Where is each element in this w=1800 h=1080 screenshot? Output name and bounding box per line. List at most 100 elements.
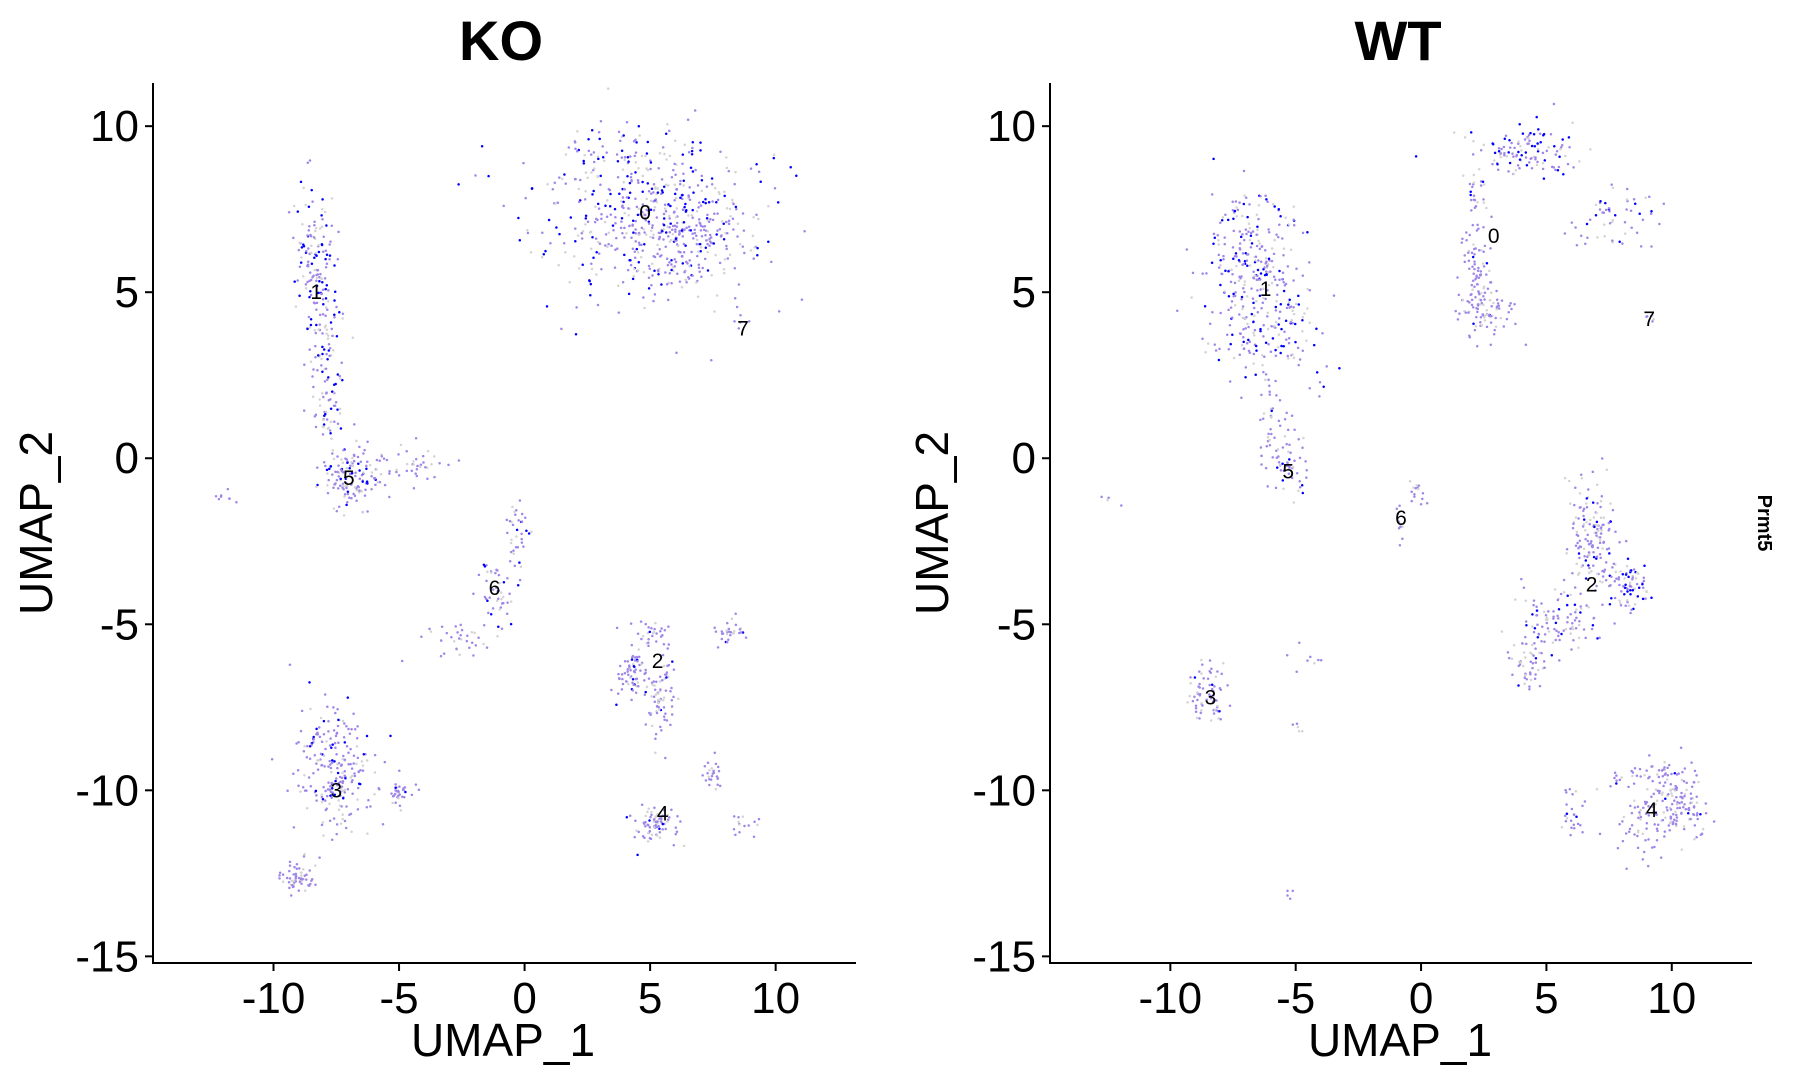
- cell-point: [1525, 677, 1528, 681]
- cell-point: [1503, 137, 1507, 140]
- cell-point: [708, 769, 711, 772]
- cell-point: [1608, 221, 1612, 225]
- cell-point: [1639, 808, 1642, 812]
- cell-point: [1511, 673, 1514, 676]
- cell-point: [1655, 813, 1658, 816]
- cell-point: [1208, 322, 1212, 326]
- cell-point: [1583, 554, 1586, 558]
- cell-point: [634, 232, 637, 235]
- cell-point: [1552, 102, 1556, 106]
- cell-point: [1571, 622, 1574, 625]
- cell-point: [323, 693, 327, 696]
- cell-point: [313, 220, 316, 224]
- cell-point: [315, 485, 318, 489]
- cell-point: [348, 813, 351, 816]
- cell-point: [373, 792, 376, 796]
- cell-point: [628, 191, 632, 194]
- cell-point: [1628, 584, 1632, 587]
- cell-point: [1649, 212, 1653, 215]
- cell-point: [454, 625, 457, 628]
- cell-point: [681, 153, 685, 156]
- cell-point: [1220, 272, 1223, 275]
- cell-point: [1474, 277, 1477, 281]
- cell-point: [1270, 409, 1273, 413]
- cell-point: [1641, 582, 1644, 586]
- cell-point: [1259, 329, 1262, 333]
- cell-point: [1586, 555, 1589, 559]
- cell-point: [391, 801, 394, 805]
- cell-point: [573, 255, 576, 258]
- cell-point: [708, 783, 711, 787]
- cell-point: [376, 481, 379, 484]
- cell-point: [1569, 613, 1572, 616]
- cell-point: [1201, 687, 1205, 690]
- cell-point: [1680, 795, 1683, 799]
- cell-point: [1633, 767, 1637, 770]
- cell-point: [1306, 659, 1309, 662]
- cell-point: [299, 261, 303, 264]
- cell-point: [1200, 658, 1203, 662]
- cell-point: [667, 625, 670, 628]
- cell-point: [366, 460, 369, 463]
- cell-point: [1243, 280, 1247, 283]
- cell-point: [1547, 145, 1550, 149]
- cell-point: [306, 264, 310, 268]
- cell-point: [1494, 325, 1498, 328]
- cell-point: [365, 806, 369, 809]
- cell-point: [401, 795, 404, 799]
- cell-point: [639, 669, 642, 672]
- cell-point: [1237, 279, 1241, 282]
- cell-point: [716, 198, 720, 202]
- cell-point: [687, 194, 690, 197]
- cell-point: [1256, 274, 1259, 277]
- cell-point: [1507, 170, 1510, 173]
- cell-point: [1675, 773, 1679, 776]
- cell-point: [1319, 658, 1323, 662]
- cell-point: [1485, 206, 1488, 210]
- cell-point: [1670, 772, 1673, 776]
- cell-point: [342, 754, 345, 758]
- cell-point: [1223, 236, 1226, 239]
- cell-point: [645, 197, 648, 201]
- cell-point: [332, 729, 336, 732]
- cell-point: [610, 244, 613, 248]
- cell-point: [520, 520, 524, 523]
- cell-point: [1574, 626, 1578, 630]
- cell-point: [313, 753, 317, 757]
- cell-point: [596, 155, 600, 158]
- cell-point: [303, 774, 306, 777]
- cell-point: [404, 790, 407, 794]
- cell-point: [1669, 783, 1673, 786]
- cell-point: [662, 227, 665, 231]
- cell-point: [508, 592, 511, 596]
- cell-point: [1467, 251, 1470, 255]
- cell-point: [1275, 394, 1278, 397]
- cell-point: [1573, 586, 1577, 589]
- cell-point: [1261, 353, 1264, 357]
- cell-point: [345, 466, 349, 470]
- cell-point: [321, 217, 324, 221]
- cell-point: [646, 840, 650, 843]
- cell-point: [619, 139, 622, 143]
- cell-point: [1572, 638, 1575, 642]
- cell-point: [366, 510, 369, 513]
- cell-point: [340, 776, 344, 780]
- cell-point: [1695, 801, 1699, 804]
- cell-point: [1291, 309, 1294, 312]
- cell-point: [321, 280, 324, 284]
- cell-point: [428, 627, 431, 631]
- cell-point: [661, 653, 665, 657]
- cell-point: [1472, 181, 1476, 184]
- x-tick-label: 5: [638, 974, 662, 1023]
- cell-point: [1674, 784, 1677, 788]
- cell-point: [620, 216, 624, 220]
- cell-point: [1633, 603, 1637, 606]
- cell-point: [741, 212, 745, 215]
- cell-point: [1198, 682, 1201, 686]
- cell-point: [1523, 138, 1527, 141]
- cell-point: [670, 176, 674, 179]
- cell-point: [352, 712, 355, 716]
- cell-point: [722, 268, 726, 271]
- cell-point: [509, 541, 513, 545]
- cell-point: [1238, 248, 1242, 251]
